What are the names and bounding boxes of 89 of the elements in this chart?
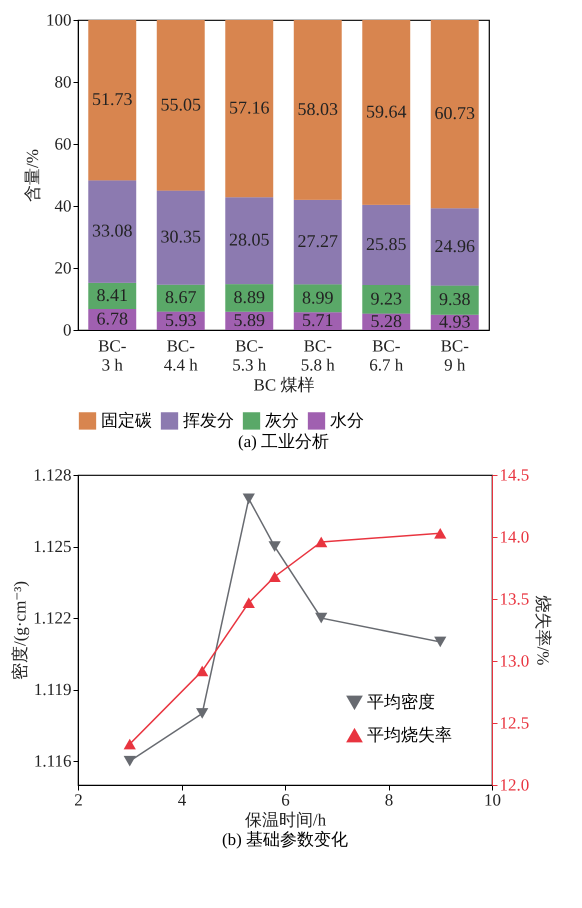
bar bbox=[88, 180, 136, 283]
legend-label: 挥发分 bbox=[183, 410, 234, 430]
data-label: 58.03 bbox=[298, 98, 338, 119]
legend-label: 固定碳 bbox=[101, 410, 152, 430]
data-label: 55.05 bbox=[160, 94, 201, 114]
point bbox=[434, 636, 446, 648]
x-tick-label: 2 bbox=[74, 790, 83, 810]
y-axis-title: 密度/(g·cm⁻³) bbox=[10, 580, 30, 680]
legend-label: 平均烧失率 bbox=[367, 726, 452, 744]
bar bbox=[88, 20, 136, 180]
y2-tick-label: 13.5 bbox=[500, 590, 530, 608]
x-tick-label: BC-9 h bbox=[440, 336, 470, 374]
point bbox=[315, 612, 328, 624]
y-tick-label: 1.125 bbox=[33, 537, 72, 556]
bar bbox=[294, 200, 342, 284]
x-tick-label: BC-3 h bbox=[98, 336, 127, 374]
y-tick-label: 20 bbox=[54, 258, 72, 278]
data-label: 5.28 bbox=[370, 310, 402, 331]
x-tick-label: 10 bbox=[484, 790, 501, 810]
data-label: 60.73 bbox=[434, 103, 475, 124]
y2-tick-label: 12.5 bbox=[500, 714, 530, 732]
data-label: 51.73 bbox=[92, 89, 132, 110]
y-tick-label: 1.128 bbox=[33, 466, 72, 484]
x-tick-label: 4 bbox=[178, 790, 187, 810]
data-label: 33.08 bbox=[92, 220, 132, 241]
data-label: 4.93 bbox=[439, 311, 470, 332]
data-label: 27.27 bbox=[298, 231, 338, 252]
bar bbox=[430, 208, 479, 286]
x-axis-title: 保温时间/h bbox=[244, 810, 327, 830]
bar bbox=[225, 20, 274, 198]
text: (a) 工业分析 bbox=[238, 432, 330, 451]
bar bbox=[362, 20, 410, 205]
y2-axis-title: 烧失率/% bbox=[533, 596, 552, 666]
data-label: 5.71 bbox=[302, 310, 334, 330]
y2-tick-label: 14.5 bbox=[500, 466, 530, 484]
y2-tick-label: 14.0 bbox=[500, 528, 530, 546]
point bbox=[124, 756, 136, 766]
y2-tick-label: 13.0 bbox=[500, 652, 530, 670]
bar bbox=[362, 204, 410, 286]
y-tick-label: 0 bbox=[63, 320, 72, 340]
point bbox=[242, 597, 255, 608]
data-label: 8.67 bbox=[165, 287, 196, 308]
data-label: 8.41 bbox=[96, 284, 128, 305]
data-label: 59.64 bbox=[366, 101, 406, 122]
y-tick-label: 80 bbox=[54, 72, 72, 92]
y-tick-label: 1.116 bbox=[34, 752, 72, 771]
x-tick-label: BC-5.3 h bbox=[232, 336, 267, 374]
point bbox=[315, 536, 328, 548]
data-label: 9.38 bbox=[439, 289, 470, 310]
bar bbox=[156, 190, 205, 285]
data-label: 8.89 bbox=[234, 286, 265, 307]
legend-label: 灰分 bbox=[265, 410, 299, 430]
x-axis-title: BC 煤样 bbox=[254, 376, 314, 394]
bar bbox=[294, 20, 342, 200]
x-tick-label: 6 bbox=[281, 790, 290, 810]
data-label: 57.16 bbox=[229, 98, 270, 118]
y-tick-label: 1.122 bbox=[33, 608, 72, 628]
point bbox=[242, 494, 255, 504]
x-tick-label: BC-5.8 h bbox=[300, 336, 336, 374]
point bbox=[196, 666, 208, 676]
y-tick-label: 100 bbox=[46, 10, 72, 30]
bar bbox=[156, 20, 205, 191]
data-label: 5.93 bbox=[165, 310, 196, 330]
point bbox=[196, 708, 208, 719]
y-tick-label: 60 bbox=[54, 134, 72, 154]
x-tick-label: BC-4.4 h bbox=[164, 336, 198, 374]
data-label: 9.23 bbox=[370, 288, 402, 308]
bar bbox=[430, 20, 479, 208]
data-label: 25.85 bbox=[366, 234, 406, 254]
point bbox=[434, 528, 446, 539]
y2-tick-label: 12.0 bbox=[500, 776, 530, 794]
text: (b) 基础参数变化 bbox=[222, 830, 348, 849]
legend-label: 平均密度 bbox=[367, 692, 435, 712]
legend-label: 水分 bbox=[330, 410, 364, 430]
y-tick-label: 1.119 bbox=[34, 680, 72, 700]
x-tick-label: 8 bbox=[384, 790, 394, 810]
y-axis-title: 含量/% bbox=[23, 149, 42, 202]
data-label: 6.78 bbox=[96, 308, 128, 328]
point bbox=[268, 541, 281, 552]
point bbox=[268, 571, 281, 582]
y-tick-label: 40 bbox=[54, 196, 72, 216]
data-label: 8.99 bbox=[302, 287, 334, 308]
data-label: 24.96 bbox=[434, 236, 475, 256]
bar bbox=[225, 197, 274, 284]
data-label: 5.89 bbox=[234, 310, 265, 330]
x-tick-label: BC-6.7 h bbox=[369, 336, 404, 374]
point bbox=[124, 738, 136, 750]
data-label: 28.05 bbox=[229, 230, 270, 250]
data-label: 30.35 bbox=[160, 226, 201, 247]
